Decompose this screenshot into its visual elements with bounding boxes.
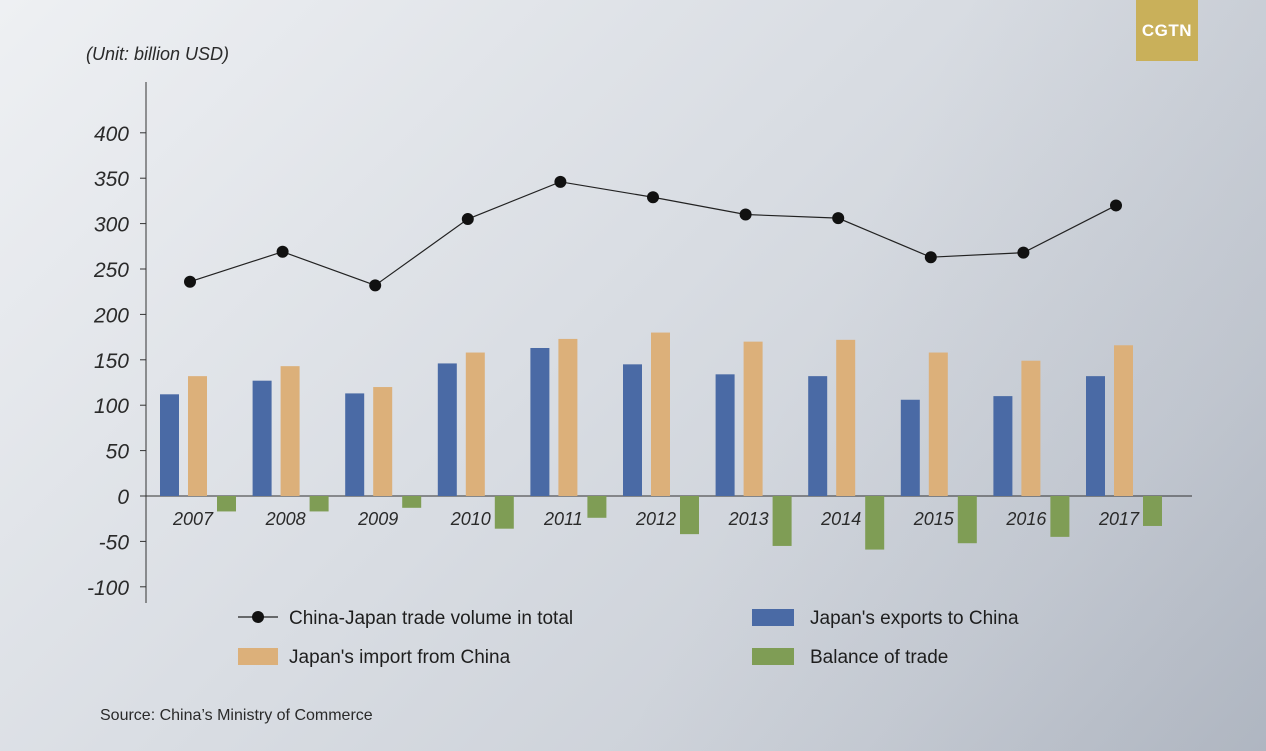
total-trade-point [1110, 199, 1122, 212]
balance-bar [865, 496, 885, 550]
imports-bar [558, 338, 578, 496]
total-trade-point [832, 212, 845, 225]
y-tick-label: 100 [94, 395, 129, 418]
x-tick-label: 2010 [450, 509, 491, 529]
balance-bar [1143, 496, 1162, 526]
x-tick-label: 2016 [1005, 509, 1047, 529]
y-tick-label: -100 [87, 577, 129, 600]
y-tick-label: 400 [94, 123, 129, 146]
x-tick-label: 2015 [913, 509, 955, 529]
y-tick-label: 300 [94, 214, 129, 237]
imports-bar [373, 387, 393, 496]
y-tick-label: 0 [117, 486, 129, 509]
x-tick-label: 2017 [1098, 509, 1140, 529]
imports-bar [188, 376, 207, 496]
imports-bar [743, 341, 763, 496]
total-trade-point [924, 251, 937, 264]
balance-bar [680, 496, 699, 535]
balance-bar [309, 496, 329, 512]
exports-bar [345, 393, 365, 496]
y-tick-label: 250 [93, 259, 129, 282]
total-trade-point [276, 245, 289, 258]
total-trade-point [739, 208, 752, 221]
balance-bar [1050, 496, 1070, 537]
total-trade-point [184, 275, 196, 288]
balance-bar [402, 496, 422, 508]
imports-bar [836, 339, 856, 496]
exports-bar [1086, 376, 1105, 496]
imports-bar [280, 366, 300, 496]
legend-label-balance: Balance of trade [810, 647, 948, 668]
exports-bar [623, 364, 642, 496]
x-tick-label: 2007 [172, 509, 214, 529]
total-trade-point [554, 175, 567, 188]
exports-bar [530, 347, 550, 496]
x-tick-label: 2012 [635, 509, 676, 529]
y-tick-label: 200 [93, 304, 129, 327]
exports-bar [900, 399, 920, 496]
legend-swatch-imports [238, 648, 278, 665]
exports-bar [252, 380, 272, 496]
source-note: Source: China’s Ministry of Commerce [100, 707, 373, 724]
exports-bar [437, 363, 457, 496]
legend-swatch-balance [752, 648, 794, 665]
x-tick-label: 2013 [728, 509, 769, 529]
y-tick-label: 50 [106, 441, 130, 464]
imports-bar [651, 332, 670, 496]
legend-label-total: China-Japan trade volume in total [289, 608, 573, 629]
x-tick-label: 2014 [820, 509, 861, 529]
imports-bar [465, 352, 485, 496]
imports-bar [928, 352, 948, 496]
x-tick-label: 2011 [543, 509, 583, 529]
balance-bar [217, 496, 236, 512]
y-tick-label: 150 [94, 350, 129, 373]
balance-bar [587, 496, 607, 518]
legend-label-imports: Japan's import from China [289, 647, 511, 668]
exports-bar [808, 376, 828, 496]
x-tick-label: 2009 [357, 509, 398, 529]
cgtn-logo: CGTN [1136, 0, 1198, 61]
total-trade-point [369, 279, 382, 292]
legend-label-exports: Japan's exports to China [810, 608, 1019, 629]
exports-bar [993, 396, 1013, 496]
y-tick-label: -50 [99, 531, 130, 554]
imports-bar [1021, 360, 1041, 496]
balance-bar [957, 496, 977, 544]
balance-bar [494, 496, 514, 529]
balance-bar [772, 496, 792, 546]
unit-label: (Unit: billion USD) [86, 44, 230, 64]
legend-swatch-exports [752, 609, 794, 626]
x-tick-label: 2008 [265, 509, 306, 529]
imports-bar [1114, 345, 1133, 496]
exports-bar [715, 374, 735, 496]
y-tick-label: 350 [94, 168, 129, 191]
exports-bar [160, 394, 179, 496]
total-trade-point [461, 213, 474, 226]
total-trade-point [647, 191, 659, 204]
legend-line-marker [252, 611, 264, 623]
total-trade-point [1017, 246, 1030, 259]
